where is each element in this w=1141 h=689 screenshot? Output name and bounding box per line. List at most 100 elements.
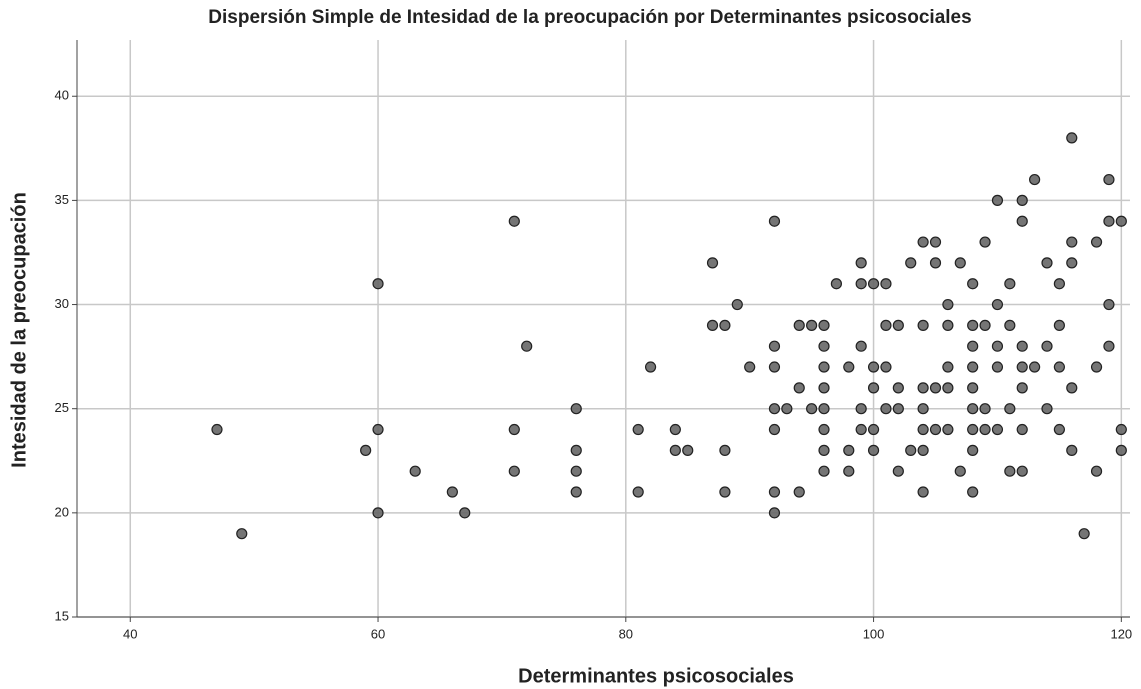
point	[508, 215, 520, 227]
point	[954, 465, 966, 477]
point	[706, 257, 719, 269]
point	[1066, 132, 1078, 144]
point	[1066, 382, 1078, 394]
point	[867, 278, 880, 290]
point	[768, 507, 781, 519]
x-tick-label: 80	[619, 626, 633, 641]
y-tick-label: 20	[55, 504, 69, 519]
point	[818, 361, 830, 373]
point	[731, 298, 743, 311]
point	[967, 382, 979, 394]
point	[929, 382, 942, 394]
point	[719, 319, 731, 331]
point	[1103, 298, 1115, 311]
x-tick-label: 60	[371, 626, 385, 641]
y-tick-label: 25	[55, 400, 69, 415]
grid	[77, 40, 1130, 618]
point	[867, 423, 880, 436]
point	[942, 319, 954, 331]
point	[954, 257, 966, 269]
point	[917, 319, 929, 331]
point	[1103, 215, 1115, 227]
x-tick-label: 40	[123, 626, 137, 641]
point	[967, 361, 979, 373]
point	[818, 423, 830, 436]
point	[508, 423, 520, 436]
point	[892, 403, 904, 415]
point	[929, 257, 942, 269]
point	[917, 236, 929, 248]
point	[1016, 194, 1028, 206]
point	[1016, 382, 1028, 394]
point	[818, 382, 830, 394]
point	[979, 403, 991, 415]
point	[942, 361, 954, 373]
point	[632, 423, 644, 436]
point	[991, 298, 1004, 311]
point	[1004, 319, 1016, 331]
point	[768, 361, 781, 373]
point	[459, 507, 471, 519]
point	[880, 403, 892, 415]
point	[1066, 236, 1078, 248]
point	[867, 382, 880, 394]
y-tick-label: 35	[55, 192, 69, 207]
point	[1115, 423, 1127, 436]
point	[1041, 257, 1053, 269]
point	[570, 444, 582, 456]
point	[1090, 465, 1103, 477]
point	[236, 528, 248, 540]
point	[781, 403, 793, 415]
point	[818, 340, 830, 352]
point	[867, 361, 880, 373]
point	[1004, 403, 1016, 415]
point	[669, 444, 681, 456]
point	[880, 278, 892, 290]
point	[1053, 278, 1065, 290]
point	[917, 403, 929, 415]
point	[768, 403, 781, 415]
point	[818, 403, 830, 415]
point	[1090, 236, 1103, 248]
point	[991, 340, 1004, 352]
point	[1115, 215, 1127, 227]
point	[1103, 173, 1115, 186]
point	[991, 423, 1004, 436]
point	[855, 257, 867, 269]
point	[1078, 528, 1090, 540]
point	[880, 319, 892, 331]
point	[979, 236, 991, 248]
point	[892, 319, 904, 331]
point	[1004, 465, 1016, 477]
point	[979, 423, 991, 436]
point	[855, 278, 867, 290]
y-axis-label: Intesidad de la preocupación	[8, 192, 30, 468]
point	[521, 340, 533, 352]
point	[372, 278, 384, 290]
point	[917, 486, 929, 498]
point	[818, 319, 830, 331]
point	[1016, 215, 1028, 227]
point	[942, 423, 954, 436]
point	[917, 382, 929, 394]
point	[892, 382, 904, 394]
point	[1103, 340, 1115, 352]
point	[1041, 403, 1053, 415]
point	[905, 257, 917, 269]
point	[706, 319, 719, 331]
point	[1090, 361, 1103, 373]
point	[843, 444, 855, 456]
point	[905, 444, 917, 456]
x-axis-label: Determinantes psicosociales	[518, 665, 794, 687]
point	[1066, 444, 1078, 456]
point	[917, 423, 929, 436]
point	[570, 403, 582, 415]
point	[1016, 340, 1028, 352]
point	[855, 403, 867, 415]
point	[1029, 361, 1041, 373]
point	[843, 465, 855, 477]
point	[880, 361, 892, 373]
y-tick-label: 40	[55, 88, 69, 103]
point	[967, 340, 979, 352]
point	[632, 486, 644, 498]
